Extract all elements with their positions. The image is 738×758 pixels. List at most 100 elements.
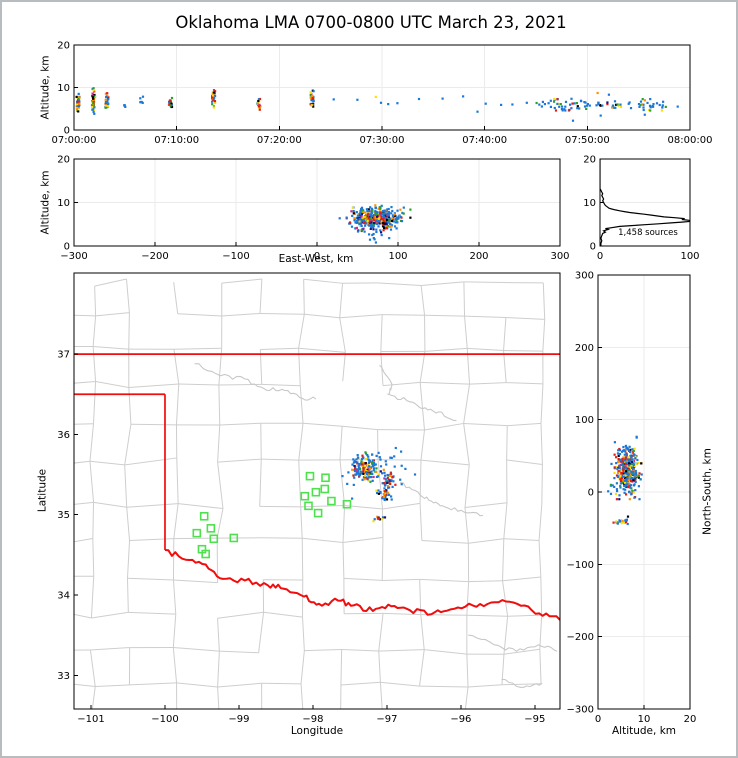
source-point: [627, 468, 630, 471]
source-point: [613, 466, 616, 469]
source-point: [631, 448, 634, 451]
ns-height-y-tick-label: 300: [575, 271, 594, 282]
source-point: [383, 226, 386, 229]
source-point: [353, 464, 356, 468]
source-point: [623, 476, 627, 479]
source-point: [396, 221, 399, 224]
source-point: [629, 477, 632, 480]
source-point: [309, 94, 312, 97]
source-point: [360, 460, 363, 463]
source-point: [92, 102, 95, 105]
time-height-x-tick-label: 08:00:00: [668, 135, 713, 146]
source-point: [351, 463, 354, 466]
source-point: [106, 99, 109, 102]
source-point: [367, 455, 370, 458]
source-point: [632, 479, 635, 482]
source-point: [104, 105, 107, 108]
time-height-x-tick-label: 07:10:00: [154, 135, 199, 146]
source-point: [106, 105, 110, 108]
source-point: [384, 481, 387, 484]
source-point: [372, 216, 375, 219]
source-point: [583, 105, 587, 108]
source-point: [379, 458, 382, 461]
source-point: [373, 238, 376, 241]
source-point: [383, 487, 386, 490]
source-point: [634, 469, 637, 473]
source-point: [256, 103, 260, 106]
source-point: [392, 475, 395, 478]
source-point: [622, 472, 625, 475]
source-point: [576, 107, 579, 110]
source-point: [256, 101, 260, 104]
source-point: [363, 474, 367, 477]
source-point: [383, 492, 386, 496]
source-point: [588, 104, 591, 107]
alt-histogram-y-tick-label: 20: [583, 155, 596, 166]
source-point: [634, 457, 637, 460]
map-y-tick-label: 36: [57, 430, 70, 441]
source-point: [615, 488, 618, 491]
source-point: [381, 516, 385, 519]
source-point: [364, 457, 367, 461]
source-point: [356, 461, 359, 464]
source-point: [362, 210, 365, 214]
time-height-frame: [73, 44, 691, 131]
source-point: [348, 221, 352, 224]
source-point: [391, 476, 394, 479]
station-marker: [304, 501, 313, 511]
source-point: [387, 486, 390, 489]
source-point: [369, 227, 372, 230]
source-point: [392, 219, 395, 222]
ns-height-points: [607, 435, 643, 526]
source-point: [626, 448, 630, 451]
source-point: [257, 100, 260, 103]
source-point: [382, 211, 385, 214]
source-point: [374, 204, 377, 207]
source-point: [92, 106, 95, 109]
source-point: [104, 98, 107, 101]
source-point: [371, 472, 374, 475]
source-point: [607, 490, 610, 493]
source-point: [564, 100, 568, 103]
source-point: [585, 107, 588, 110]
ns-height-frame: [597, 274, 691, 710]
source-point: [610, 462, 613, 465]
source-point: [616, 103, 619, 106]
source-point: [383, 224, 386, 227]
source-point: [535, 101, 538, 105]
source-point: [355, 458, 358, 461]
source-point: [369, 224, 372, 227]
station-marker: [201, 549, 210, 559]
source-point: [631, 461, 634, 464]
time-height-points: [75, 87, 679, 122]
source-point: [556, 98, 559, 101]
source-point: [571, 102, 574, 105]
source-point: [77, 92, 80, 95]
source-point: [620, 471, 623, 475]
source-point: [616, 467, 619, 471]
station-marker: [209, 534, 219, 544]
source-point: [364, 462, 367, 465]
source-point: [392, 480, 395, 483]
source-point: [630, 470, 633, 473]
source-point: [619, 486, 622, 489]
source-point: [618, 520, 622, 523]
river-line: [194, 363, 317, 401]
source-point: [618, 449, 622, 452]
source-point: [213, 100, 217, 103]
source-point: [356, 454, 359, 457]
source-point: [630, 472, 634, 475]
source-point: [621, 462, 624, 465]
source-point: [91, 106, 94, 109]
source-point: [387, 103, 390, 106]
source-point: [619, 105, 623, 108]
source-point: [309, 91, 312, 94]
source-point: [388, 220, 391, 223]
source-point: [357, 212, 360, 216]
source-point: [360, 213, 363, 216]
source-point: [400, 450, 403, 453]
source-point: [624, 481, 627, 484]
source-point: [614, 103, 618, 106]
source-point: [614, 106, 617, 109]
source-point: [571, 119, 575, 122]
